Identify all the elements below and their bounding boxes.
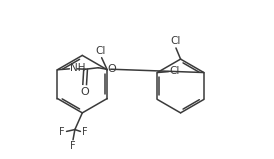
Text: O: O bbox=[80, 87, 89, 97]
Text: Cl: Cl bbox=[96, 46, 106, 56]
Text: Cl: Cl bbox=[170, 36, 181, 46]
Text: F: F bbox=[82, 127, 88, 137]
Text: F: F bbox=[59, 127, 65, 137]
Text: F: F bbox=[70, 141, 76, 151]
Text: NH: NH bbox=[70, 63, 85, 73]
Text: Cl: Cl bbox=[169, 66, 179, 76]
Text: O: O bbox=[107, 64, 116, 74]
